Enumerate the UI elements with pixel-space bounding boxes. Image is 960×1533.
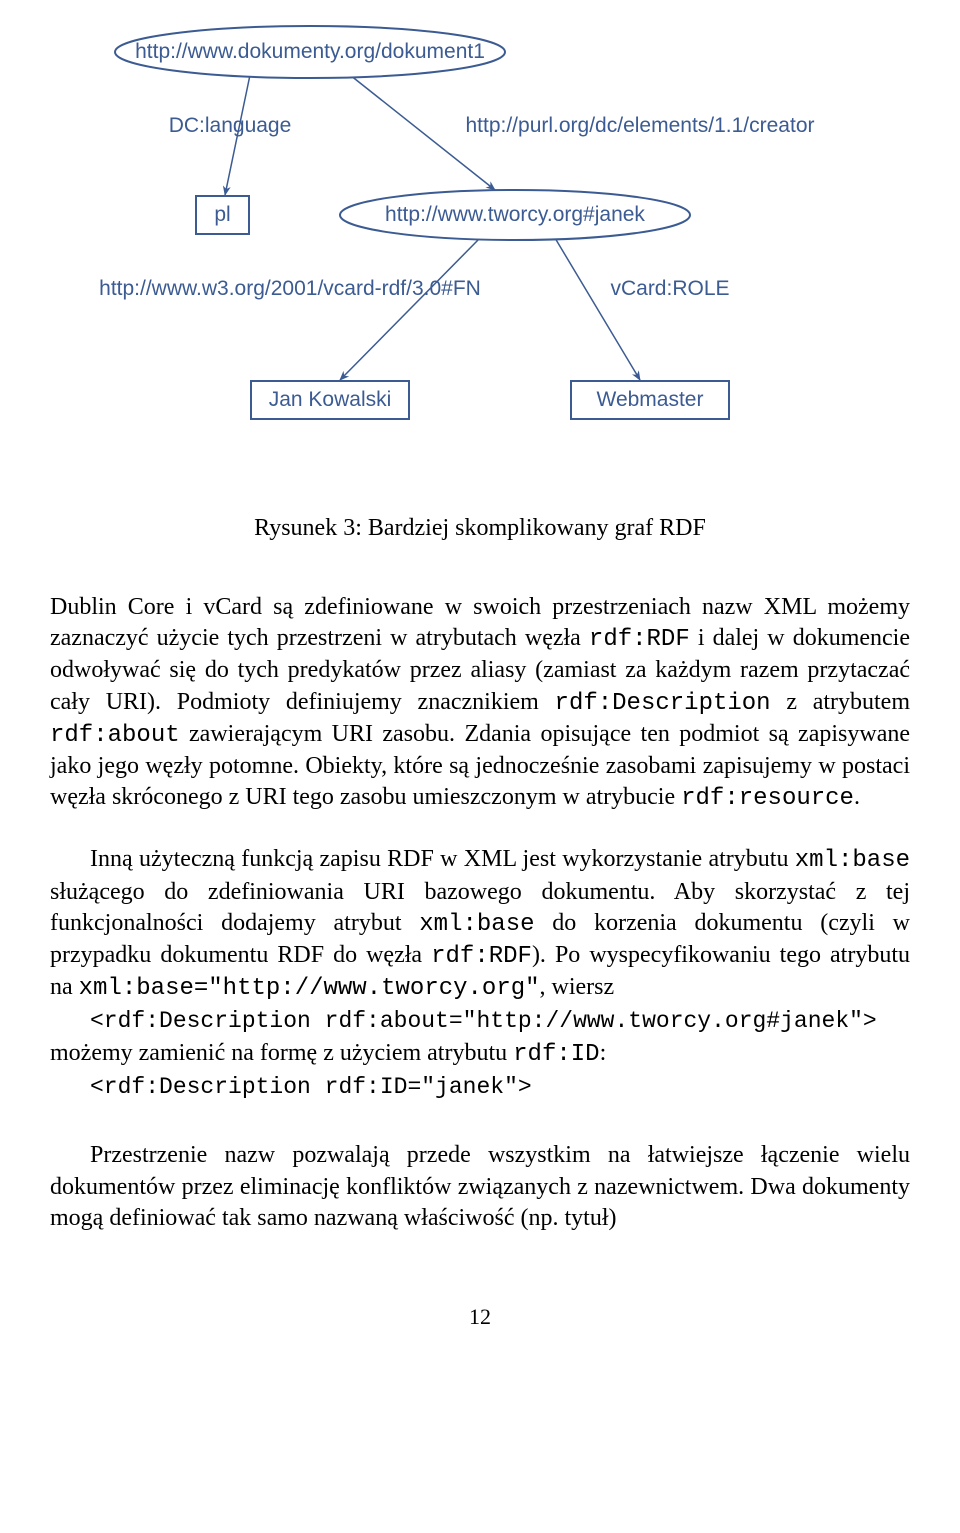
paragraph-1: Dublin Core i vCard są zdefiniowane w sw… [50,592,910,814]
p2-tt-3: xml:base [419,911,534,938]
page-number: 12 [50,1304,910,1330]
p2b-end: : [600,1040,607,1066]
figure-caption: Rysunek 3: Bardziej skomplikowany graf R… [50,515,910,542]
p1-text-4: z atrybutem [771,689,910,715]
p2b-text: możemy zamienić na formę z użyciem atryb… [50,1040,513,1066]
p1-tt-5: rdf:about [50,722,180,749]
p2-tt-5: rdf:RDF [431,943,532,970]
p1-tt-3: rdf:Description [555,690,771,717]
p2-tt-7: xml:base="http://www.tworcy.org" [79,975,540,1002]
p2-text-0: Inną użyteczną funkcją zapisu RDF w XML … [90,846,795,872]
graph-label-dc_lang: DC:language [150,112,310,140]
graph-node-jankow: Jan Kowalski [250,380,410,420]
p2-tt-1: xml:base [795,847,910,874]
paragraph-2: Inną użyteczną funkcją zapisu RDF w XML … [50,844,910,1004]
p1-tt-1: rdf:RDF [589,626,690,653]
rdf-graph-diagram: http://www.dokumenty.org/dokument1 DC:lan… [50,20,910,490]
graph-label-vcard_fn: http://www.w3.org/2001/vcard-rdf/3.0#FN [50,275,530,303]
graph-label-vcard_role: vCard:ROLE [590,275,750,303]
p1-text-8: . [854,784,860,810]
paragraph-2b: możemy zamienić na formę z użyciem atryb… [50,1038,910,1070]
graph-node-janek: http://www.tworcy.org#janek [340,190,690,240]
code-line-2: <rdf:Description rdf:ID="janek"> [90,1074,910,1100]
p2b-tt: rdf:ID [513,1041,599,1068]
graph-node-dokument1: http://www.dokumenty.org/dokument1 [115,26,505,78]
p1-tt-7: rdf:resource [681,785,854,812]
graph-label-dc_creator: http://purl.org/dc/elements/1.1/creator [430,112,850,140]
code-line-1: <rdf:Description rdf:about="http://www.t… [90,1008,910,1034]
graph-node-pl: pl [195,195,250,235]
paragraph-3: Przestrzenie nazw pozwalają przede wszys… [50,1140,910,1234]
p2-text-8: , wiersz [540,974,615,1000]
graph-node-webmaster: Webmaster [570,380,730,420]
graph-svg [50,20,910,490]
